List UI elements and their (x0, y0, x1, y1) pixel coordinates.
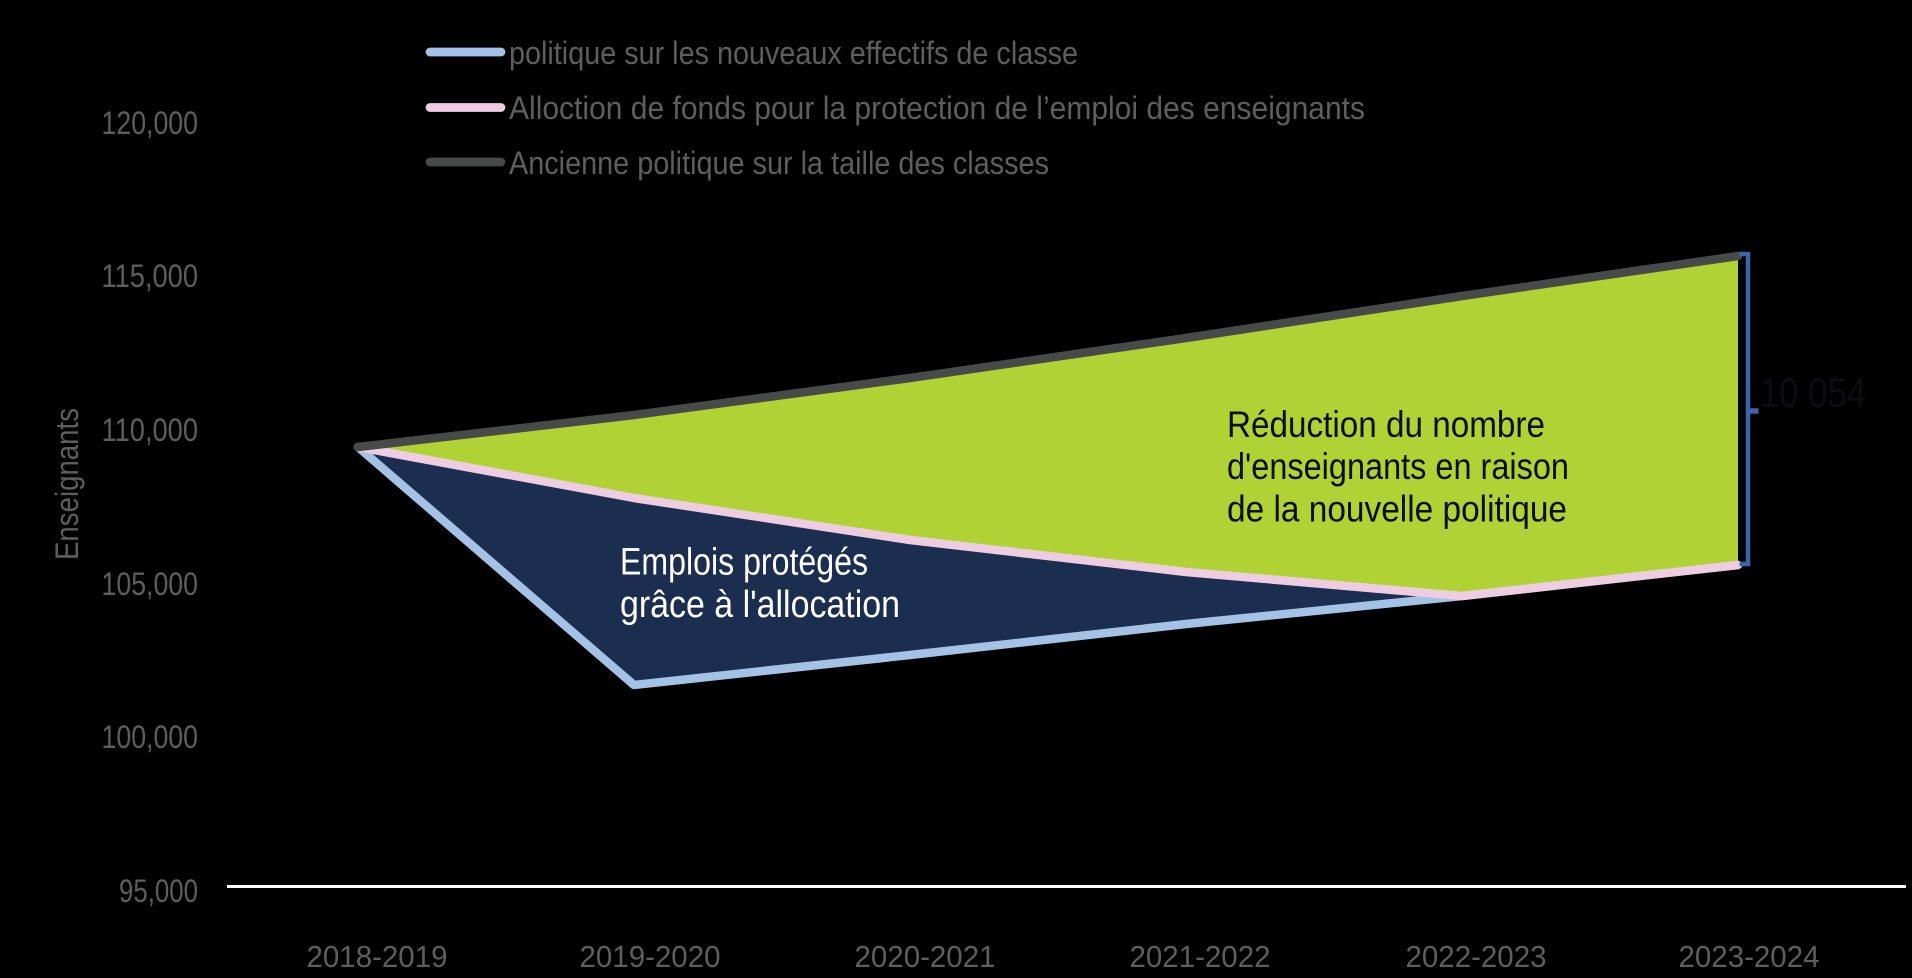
svg-text:2019-2020: 2019-2020 (580, 939, 721, 974)
svg-text:grâce à l'allocation: grâce à l'allocation (620, 584, 900, 626)
svg-text:Alloction de fonds pour la pro: Alloction de fonds pour la protection de… (509, 90, 1365, 126)
svg-text:2021-2022: 2021-2022 (1130, 939, 1271, 974)
svg-text:2018-2019: 2018-2019 (307, 939, 448, 974)
svg-text:100,000: 100,000 (102, 719, 199, 755)
svg-text:10 054: 10 054 (1760, 369, 1866, 416)
svg-text:110,000: 110,000 (102, 412, 199, 448)
svg-text:de la nouvelle politique: de la nouvelle politique (1227, 489, 1567, 530)
svg-text:Réduction du nombre: Réduction du nombre (1227, 404, 1545, 445)
svg-text:2020-2021: 2020-2021 (855, 939, 996, 974)
svg-text:Ancienne politique sur la tail: Ancienne politique sur la taille des cla… (509, 145, 1049, 181)
svg-text:Emplois protégés: Emplois protégés (620, 542, 868, 584)
svg-text:Enseignants: Enseignants (49, 408, 85, 560)
svg-text:2022-2023: 2022-2023 (1406, 939, 1547, 974)
svg-text:95,000: 95,000 (119, 873, 198, 909)
svg-text:politique sur les nouveaux eff: politique sur les nouveaux effectifs de … (509, 35, 1078, 71)
svg-text:d'enseignants en raison: d'enseignants en raison (1227, 446, 1569, 487)
svg-text:115,000: 115,000 (102, 258, 199, 294)
svg-text:105,000: 105,000 (102, 566, 199, 602)
svg-text:120,000: 120,000 (102, 105, 199, 141)
svg-text:2023-2024: 2023-2024 (1679, 939, 1820, 974)
